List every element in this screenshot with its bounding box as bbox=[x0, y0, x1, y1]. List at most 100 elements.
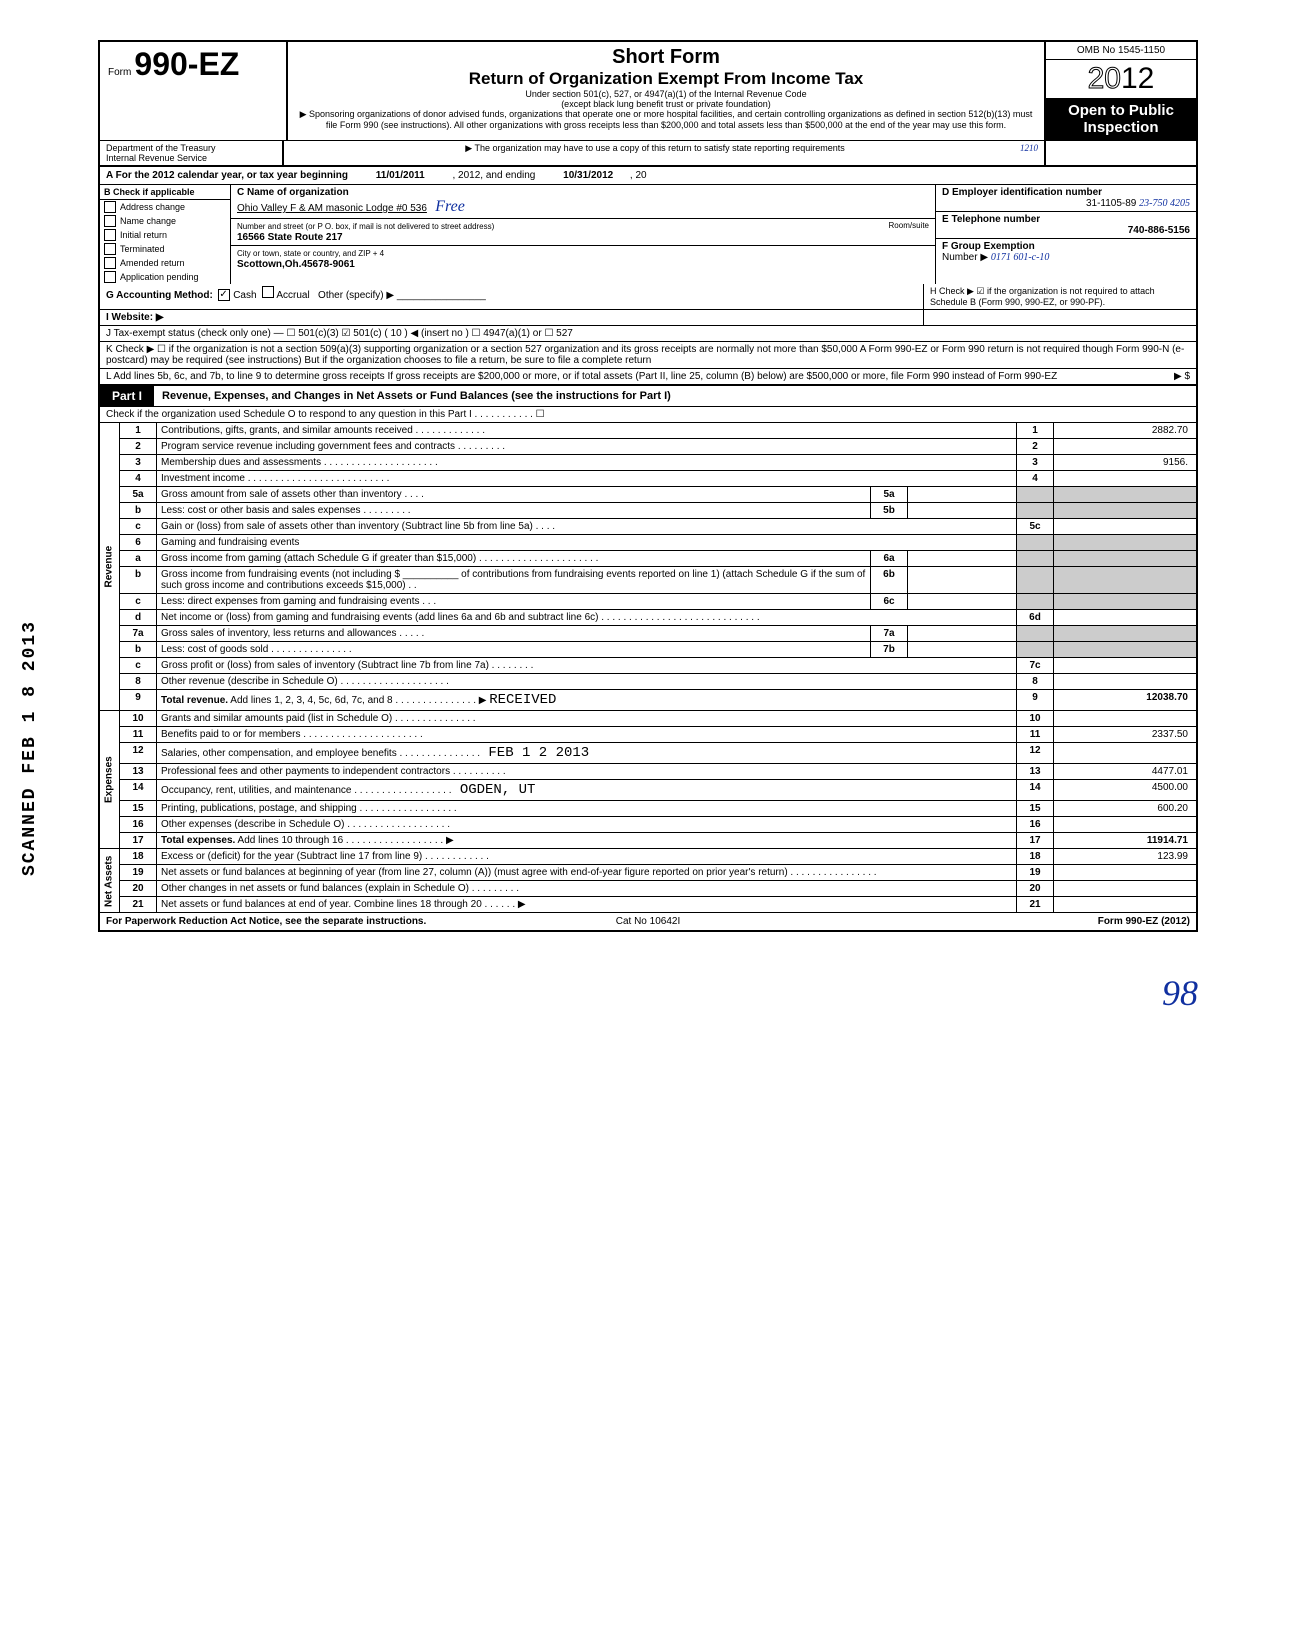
line-c: cGain or (loss) from sale of assets othe… bbox=[99, 519, 1197, 535]
phone: 740-886-5156 bbox=[1128, 225, 1190, 236]
line-value[interactable]: 4500.00 bbox=[1054, 780, 1198, 801]
line-19: 19Net assets or fund balances at beginni… bbox=[99, 865, 1197, 881]
row-i: I Website: ▶ bbox=[98, 310, 1198, 326]
short-form-title: Short Form bbox=[294, 46, 1038, 69]
dept-left: Department of the Treasury Internal Reve… bbox=[100, 141, 284, 165]
box-num: 19 bbox=[1017, 865, 1054, 881]
box-num: 21 bbox=[1017, 897, 1054, 913]
line-desc: Contributions, gifts, grants, and simila… bbox=[157, 423, 1017, 439]
section-bcd: B Check if applicable Address change Nam… bbox=[98, 185, 1198, 284]
subval[interactable] bbox=[908, 567, 1017, 594]
received-stamp: RECEIVED bbox=[489, 692, 556, 708]
subval[interactable] bbox=[908, 503, 1017, 519]
line-value[interactable]: 12038.70 bbox=[1054, 690, 1198, 711]
line-num: 3 bbox=[120, 455, 157, 471]
line-value[interactable] bbox=[1054, 817, 1198, 833]
omb-number: OMB No 1545-1150 bbox=[1046, 42, 1196, 60]
subval[interactable] bbox=[908, 487, 1017, 503]
line-num: 21 bbox=[120, 897, 157, 913]
line-value[interactable]: 600.20 bbox=[1054, 801, 1198, 817]
line-desc: Occupancy, rent, utilities, and maintena… bbox=[157, 780, 1017, 801]
chk-name-change[interactable]: Name change bbox=[100, 214, 230, 228]
subval[interactable] bbox=[908, 642, 1017, 658]
box-num: 15 bbox=[1017, 801, 1054, 817]
h-check: H Check ▶ ☑ if the organization is not r… bbox=[923, 284, 1196, 309]
line-desc: Grants and similar amounts paid (list in… bbox=[157, 711, 1017, 727]
part1-table: Revenue1Contributions, gifts, grants, an… bbox=[98, 423, 1198, 913]
line-value[interactable] bbox=[1054, 471, 1198, 487]
subbox: 6a bbox=[871, 551, 908, 567]
chk-terminated[interactable]: Terminated bbox=[100, 242, 230, 256]
city-row: City or town, state or country, and ZIP … bbox=[231, 246, 935, 272]
chk-amended[interactable]: Amended return bbox=[100, 256, 230, 270]
line-num: 8 bbox=[120, 674, 157, 690]
line-17: 17Total expenses. Add lines 10 through 1… bbox=[99, 833, 1197, 849]
chk-cash[interactable] bbox=[218, 289, 230, 301]
line-desc: Gross amount from sale of assets other t… bbox=[157, 487, 871, 503]
form-number: 990-EZ bbox=[134, 46, 239, 82]
open-to-public: Open to Public Inspection bbox=[1046, 98, 1196, 140]
line-13: 13Professional fees and other payments t… bbox=[99, 764, 1197, 780]
box-num: 8 bbox=[1017, 674, 1054, 690]
line-value[interactable] bbox=[1054, 711, 1198, 727]
line-num: 12 bbox=[120, 743, 157, 764]
line-value[interactable]: 2337.50 bbox=[1054, 727, 1198, 743]
tax-year: 2012 bbox=[1046, 60, 1196, 98]
line-value[interactable] bbox=[1054, 674, 1198, 690]
line-desc: Net assets or fund balances at beginning… bbox=[157, 865, 1017, 881]
line-value[interactable] bbox=[1054, 439, 1198, 455]
subval[interactable] bbox=[908, 594, 1017, 610]
line-num: 14 bbox=[120, 780, 157, 801]
box-num: 11 bbox=[1017, 727, 1054, 743]
line-num: 11 bbox=[120, 727, 157, 743]
col-b: B Check if applicable Address change Nam… bbox=[100, 185, 231, 284]
line-num: c bbox=[120, 594, 157, 610]
line-value[interactable]: 4477.01 bbox=[1054, 764, 1198, 780]
line-value[interactable] bbox=[1054, 610, 1198, 626]
line-value[interactable] bbox=[1054, 881, 1198, 897]
org-name-row: C Name of organization Ohio Valley F & A… bbox=[231, 185, 935, 219]
box-num: 3 bbox=[1017, 455, 1054, 471]
cat-no: Cat No 10642I bbox=[467, 916, 828, 927]
side-netassets: Net Assets bbox=[99, 849, 120, 913]
subval[interactable] bbox=[908, 626, 1017, 642]
box-num: 12 bbox=[1017, 743, 1054, 764]
line-value[interactable] bbox=[1054, 658, 1198, 674]
chk-address-change[interactable]: Address change bbox=[100, 200, 230, 214]
part1-header: Part I Revenue, Expenses, and Changes in… bbox=[98, 386, 1198, 407]
chk-pending[interactable]: Application pending bbox=[100, 270, 230, 284]
line-num: b bbox=[120, 642, 157, 658]
paperwork-notice: For Paperwork Reduction Act Notice, see … bbox=[106, 916, 467, 927]
dept-right bbox=[1044, 141, 1196, 165]
line-value[interactable]: 2882.70 bbox=[1054, 423, 1198, 439]
chk-accrual[interactable] bbox=[262, 286, 274, 298]
line-num: 2 bbox=[120, 439, 157, 455]
line-desc: Gross sales of inventory, less returns a… bbox=[157, 626, 871, 642]
line-value[interactable] bbox=[1054, 897, 1198, 913]
chk-initial-return[interactable]: Initial return bbox=[100, 228, 230, 242]
line-value[interactable]: 11914.71 bbox=[1054, 833, 1198, 849]
line-value[interactable] bbox=[1054, 743, 1198, 764]
line-value[interactable] bbox=[1054, 865, 1198, 881]
line-desc: Less: cost of goods sold . . . . . . . .… bbox=[157, 642, 871, 658]
box-num: 20 bbox=[1017, 881, 1054, 897]
subbox: 7b bbox=[871, 642, 908, 658]
line-desc: Other changes in net assets or fund bala… bbox=[157, 881, 1017, 897]
line-num: c bbox=[120, 658, 157, 674]
line-value[interactable]: 123.99 bbox=[1054, 849, 1198, 865]
subbox: 5b bbox=[871, 503, 908, 519]
line-value[interactable]: 9156. bbox=[1054, 455, 1198, 471]
center-header: Short Form Return of Organization Exempt… bbox=[288, 42, 1044, 140]
line-value[interactable] bbox=[1054, 519, 1198, 535]
line-num: 17 bbox=[120, 833, 157, 849]
line-a: aGross income from gaming (attach Schedu… bbox=[99, 551, 1197, 567]
right-header: OMB No 1545-1150 2012 Open to Public Ins… bbox=[1044, 42, 1196, 140]
hand-group: 0171 601-c-10 bbox=[991, 252, 1050, 263]
line-num: 20 bbox=[120, 881, 157, 897]
subval[interactable] bbox=[908, 551, 1017, 567]
line-desc: Gross income from fundraising events (no… bbox=[157, 567, 871, 594]
box-num: 6d bbox=[1017, 610, 1054, 626]
box-num: 10 bbox=[1017, 711, 1054, 727]
row-g: G Accounting Method: Cash Accrual Other … bbox=[98, 284, 1198, 310]
line-num: 7a bbox=[120, 626, 157, 642]
